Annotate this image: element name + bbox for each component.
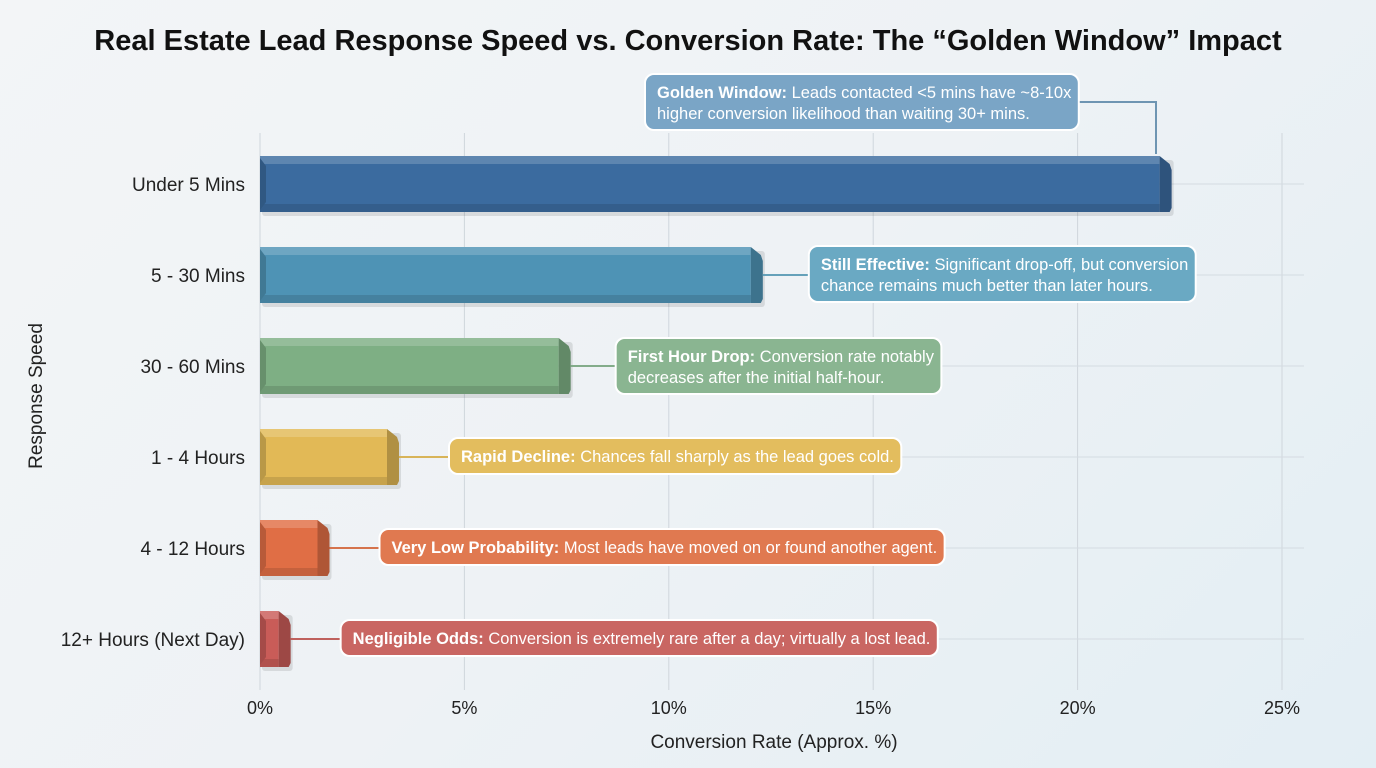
x-tick-label: 20% bbox=[1060, 698, 1096, 718]
annotation-bold: Very Low Probability: bbox=[391, 539, 563, 557]
annotation-line: Golden Window: Leads contacted <5 mins h… bbox=[657, 84, 1072, 102]
annotation: Negligible Odds: Conversion is extremely… bbox=[290, 619, 939, 657]
category-label: Under 5 Mins bbox=[132, 175, 245, 196]
bar-side bbox=[317, 520, 330, 576]
annotation-line: Rapid Decline: Chances fall sharply as t… bbox=[461, 448, 894, 466]
annotation-bold: Golden Window: bbox=[657, 84, 792, 102]
bar bbox=[260, 338, 573, 398]
annotation-text: Conversion is extremely rare after a day… bbox=[488, 630, 930, 648]
annotation: Very Low Probability: Most leads have mo… bbox=[329, 528, 946, 566]
x-tick-label: 15% bbox=[855, 698, 891, 718]
annotation-line: First Hour Drop: Conversion rate notably bbox=[628, 348, 935, 366]
bar-bevel bbox=[260, 613, 266, 665]
category-label: 30 - 60 Mins bbox=[140, 357, 245, 378]
bar-face bbox=[260, 247, 751, 303]
annotation: First Hour Drop: Conversion rate notably… bbox=[570, 337, 943, 395]
category-labels: Under 5 Mins 5 - 30 Mins 30 - 60 Mins 1 - 4… bbox=[61, 175, 245, 651]
bar-bevel bbox=[260, 431, 266, 483]
bar bbox=[260, 520, 332, 580]
annotation-line: Negligible Odds: Conversion is extremely… bbox=[353, 630, 931, 648]
x-tick-label: 25% bbox=[1264, 698, 1300, 718]
bar-side bbox=[278, 611, 291, 667]
x-tick-labels: 0% 5% 10% 15% 20% 25% bbox=[247, 698, 1300, 718]
category-label: 5 - 30 Mins bbox=[151, 266, 245, 287]
annotation-box bbox=[339, 619, 939, 657]
bar-face bbox=[260, 156, 1160, 212]
bar-top bbox=[260, 429, 387, 437]
bar-face bbox=[260, 338, 559, 394]
annotation-bold: Still Effective: bbox=[821, 256, 935, 274]
bar bbox=[260, 429, 401, 489]
category-label: 1 - 4 Hours bbox=[151, 448, 245, 469]
annotation-bold: Rapid Decline: bbox=[461, 448, 580, 466]
annotation: Still Effective: Significant drop-off, b… bbox=[762, 245, 1197, 303]
bar-top bbox=[260, 520, 318, 528]
category-label: 4 - 12 Hours bbox=[140, 539, 245, 560]
annotation-text: Conversion rate notably bbox=[760, 348, 935, 366]
bar-face bbox=[260, 429, 387, 485]
annotation-line: higher conversion likelihood than waitin… bbox=[657, 105, 1030, 123]
annotation-box bbox=[644, 73, 1080, 131]
annotation-bold: Negligible Odds: bbox=[353, 630, 489, 648]
bar-top bbox=[260, 611, 279, 619]
x-tick-label: 10% bbox=[651, 698, 687, 718]
bar-bottom bbox=[260, 386, 559, 394]
annotation-line: decreases after the initial half-hour. bbox=[628, 369, 885, 387]
bar-side bbox=[750, 247, 763, 303]
annotation-bold: First Hour Drop: bbox=[628, 348, 760, 366]
annotation-connector bbox=[1078, 101, 1157, 154]
bar-top bbox=[260, 338, 559, 346]
annotation-box bbox=[447, 437, 903, 475]
bar bbox=[260, 247, 765, 307]
annotation-text: Chances fall sharply as the lead goes co… bbox=[580, 448, 894, 466]
bar-bottom bbox=[260, 477, 387, 485]
annotation: Rapid Decline: Chances fall sharply as t… bbox=[398, 437, 903, 475]
bar-top bbox=[260, 156, 1160, 164]
bar-side bbox=[558, 338, 571, 394]
bar-bevel bbox=[260, 522, 266, 574]
bars bbox=[260, 156, 1174, 671]
bar-top bbox=[260, 247, 751, 255]
x-axis-label: Conversion Rate (Approx. %) bbox=[650, 732, 897, 753]
bar-bevel bbox=[260, 340, 266, 392]
bar-side bbox=[386, 429, 399, 485]
bar bbox=[260, 156, 1174, 216]
annotations: Golden Window: Leads contacted <5 mins h… bbox=[290, 73, 1197, 657]
bar-bevel bbox=[260, 249, 266, 301]
annotation-box bbox=[378, 528, 946, 566]
category-label: 12+ Hours (Next Day) bbox=[61, 630, 245, 651]
bar-bottom bbox=[260, 295, 751, 303]
x-tick-label: 0% bbox=[247, 698, 273, 718]
grid bbox=[259, 133, 1304, 690]
x-tick-label: 5% bbox=[451, 698, 477, 718]
annotation-box bbox=[807, 245, 1197, 303]
annotation-text: Most leads have moved on or found anothe… bbox=[564, 539, 937, 557]
annotation-line: Very Low Probability: Most leads have mo… bbox=[391, 539, 937, 557]
bar-face bbox=[260, 520, 318, 576]
annotation-line: Still Effective: Significant drop-off, b… bbox=[821, 256, 1188, 274]
annotation-line: chance remains much better than later ho… bbox=[821, 277, 1153, 295]
chart-title: Real Estate Lead Response Speed vs. Conv… bbox=[94, 25, 1282, 57]
annotation-text: Significant drop-off, but conversion bbox=[935, 256, 1189, 274]
bar-bevel bbox=[260, 158, 266, 210]
bar-bottom bbox=[260, 204, 1160, 212]
y-axis-label: Response Speed bbox=[26, 323, 47, 469]
annotation-text: Leads contacted <5 mins have ~8-10x bbox=[792, 84, 1073, 102]
bar-side bbox=[1159, 156, 1172, 212]
annotation: Golden Window: Leads contacted <5 mins h… bbox=[644, 73, 1157, 154]
bar bbox=[260, 611, 293, 671]
annotation-box bbox=[614, 337, 943, 395]
bar-bottom bbox=[260, 659, 279, 667]
bar-bottom bbox=[260, 568, 318, 576]
